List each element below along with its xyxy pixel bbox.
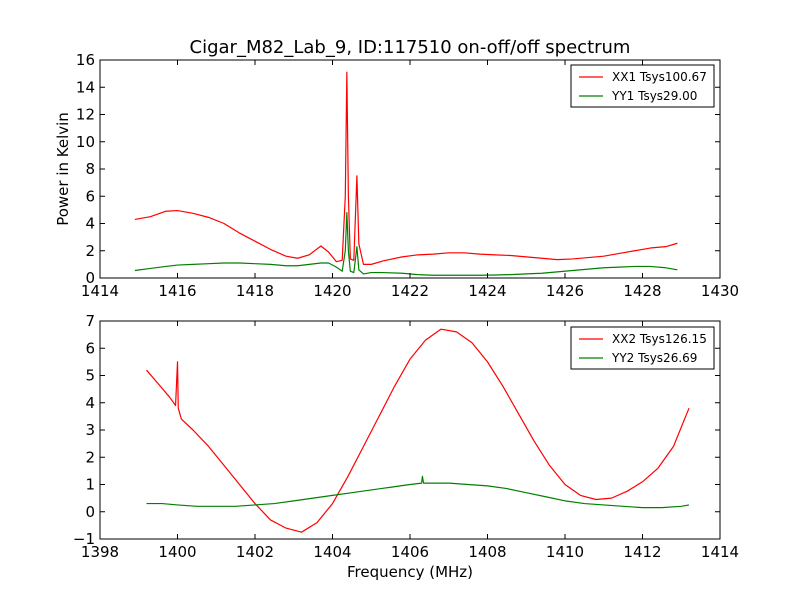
x-tick-label: 1418 — [236, 282, 274, 300]
x-tick-label: 1406 — [391, 543, 429, 561]
x-tick-label: 1414 — [701, 543, 739, 561]
x-tick-label: 1404 — [313, 543, 351, 561]
x-tick-label: 1412 — [623, 543, 661, 561]
legend: XX1 Tsys100.67 YY1 Tsys29.00 — [570, 64, 715, 108]
x-tick-label: 1414 — [81, 282, 119, 300]
y-tick-label: 1 — [85, 476, 95, 494]
legend-box — [570, 64, 715, 108]
x-tick-label: 1420 — [313, 282, 351, 300]
y-tick-label: 4 — [85, 215, 95, 233]
top-panel: 1414 1416 1418 1420 1422 1424 1426 1428 14300246… — [76, 51, 739, 300]
legend: XX2 Tsys126.15 YY2 Tsys26.69 — [570, 326, 715, 370]
x-tick-label: 1400 — [158, 543, 196, 561]
x-tick-label: 1408 — [468, 543, 506, 561]
y-tick-label: 3 — [85, 421, 95, 439]
series-line-green — [146, 475, 690, 509]
y-tick-label: −1 — [73, 530, 95, 548]
y-tick-label: 14 — [76, 78, 95, 96]
y-tick-label: 2 — [85, 448, 95, 466]
legend-entry: XX1 Tsys100.67 — [612, 70, 707, 84]
y-tick-label: 7 — [85, 312, 95, 330]
y-tick-label: 0 — [85, 269, 95, 287]
y-axis-label: Power in Kelvin — [54, 112, 72, 226]
chart-title: Cigar_M82_Lab_9, ID:117510 on-off/off sp… — [190, 37, 631, 58]
x-tick-label: 1402 — [236, 543, 274, 561]
legend-box — [570, 326, 715, 370]
x-tick-label: 1430 — [701, 282, 739, 300]
y-tick-label: 5 — [85, 367, 95, 385]
y-tick-label: 0 — [85, 503, 95, 521]
x-tick-label: 1428 — [623, 282, 661, 300]
legend-entry: YY1 Tsys29.00 — [611, 89, 697, 103]
series-line-red — [146, 328, 690, 533]
y-tick-label: 6 — [85, 339, 95, 357]
y-tick-label: 6 — [85, 187, 95, 205]
series-line-green — [134, 212, 678, 276]
x-tick-label: 1416 — [158, 282, 196, 300]
x-tick-label: 1424 — [468, 282, 506, 300]
x-tick-label: 1410 — [546, 543, 584, 561]
y-tick-label: 10 — [76, 133, 95, 151]
y-tick-label: 12 — [76, 106, 95, 124]
bottom-panel: 1398 1400 1402 1404 1406 1408 1410 1412 1414 −1 0 1… — [73, 312, 739, 561]
y-tick-label: 2 — [85, 242, 95, 260]
x-axis-label: Frequency (MHz) — [347, 563, 473, 581]
x-tick-label: 1426 — [546, 282, 584, 300]
legend-entry: XX2 Tsys126.15 — [612, 332, 707, 346]
x-tick-label: 1422 — [391, 282, 429, 300]
y-tick-label: 4 — [85, 394, 95, 412]
legend-entry: YY2 Tsys26.69 — [611, 351, 697, 365]
y-tick-label: 16 — [76, 51, 95, 69]
y-tick-label: 8 — [85, 160, 95, 178]
series-line-red — [134, 71, 678, 265]
x-tick-label: 1398 — [81, 543, 119, 561]
